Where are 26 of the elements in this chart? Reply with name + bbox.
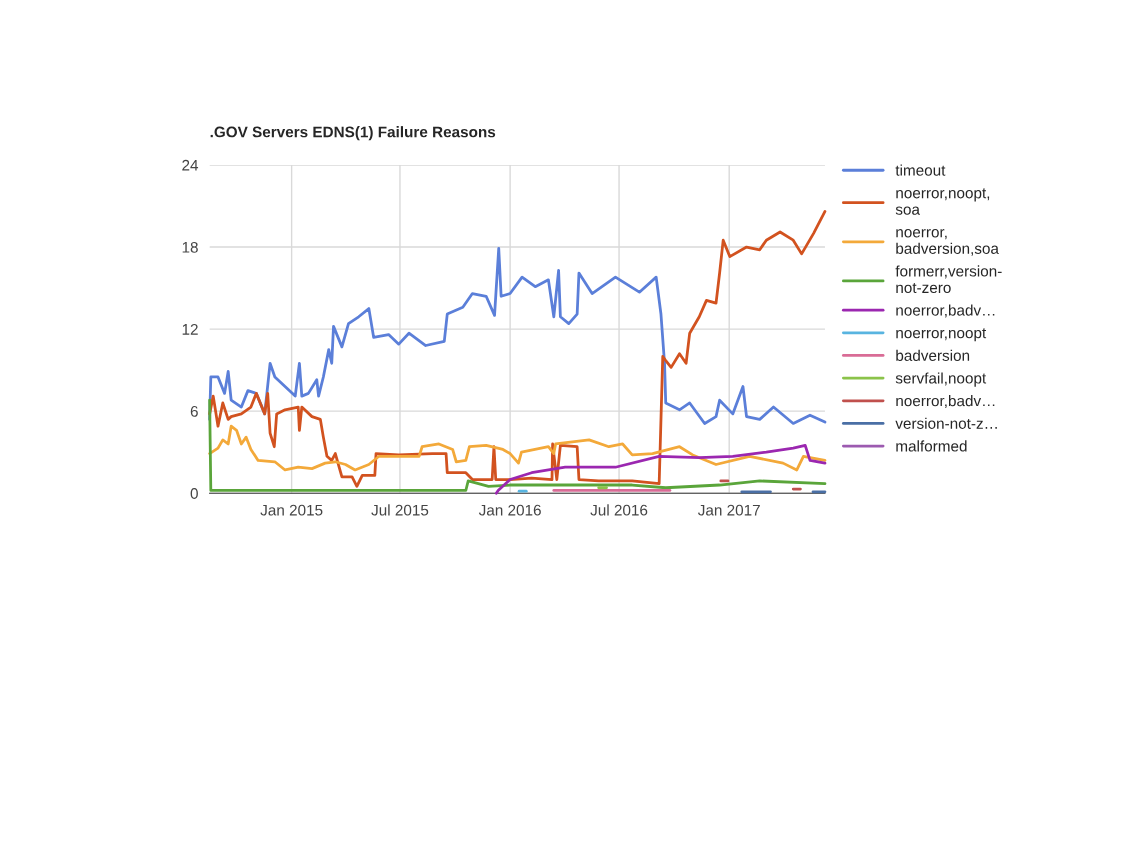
legend-label: noerror,badversion,soa <box>896 229 999 256</box>
x-tick-label: Jan 2016 <box>478 504 541 516</box>
legend-label: noerror,badv… <box>896 304 995 318</box>
legend-label: timeout <box>895 164 946 176</box>
line-series <box>208 398 827 492</box>
y-tick-label: 12 <box>182 323 198 335</box>
x-tick-label: Jan 2015 <box>260 504 323 516</box>
y-tick-label: 6 <box>190 406 198 417</box>
legend-label: noerror,noopt,soa <box>895 188 990 215</box>
legend-label: noerror,badv… <box>896 395 995 409</box>
line-series <box>208 247 827 425</box>
x-tick-label: Jul 2015 <box>371 504 429 516</box>
y-tick-label: 18 <box>182 241 198 253</box>
legend-label: noerror,noopt <box>896 328 987 342</box>
legend-label: malformed <box>896 440 967 452</box>
chart-title: .GOV Servers EDNS(1) Failure Reasons <box>210 126 496 141</box>
line-series <box>208 210 827 488</box>
line-series <box>208 424 827 472</box>
line-series <box>494 443 827 495</box>
legend-label: badversion <box>896 349 970 361</box>
y-tick-label: 0 <box>190 488 198 499</box>
legend-label: servfail,noopt <box>895 372 987 387</box>
x-tick-label: Jan 2017 <box>698 504 760 516</box>
legend-label: version-not-z… <box>895 417 997 429</box>
y-tick-label: 24 <box>182 159 199 171</box>
x-tick-label: Jul 2016 <box>590 504 648 516</box>
